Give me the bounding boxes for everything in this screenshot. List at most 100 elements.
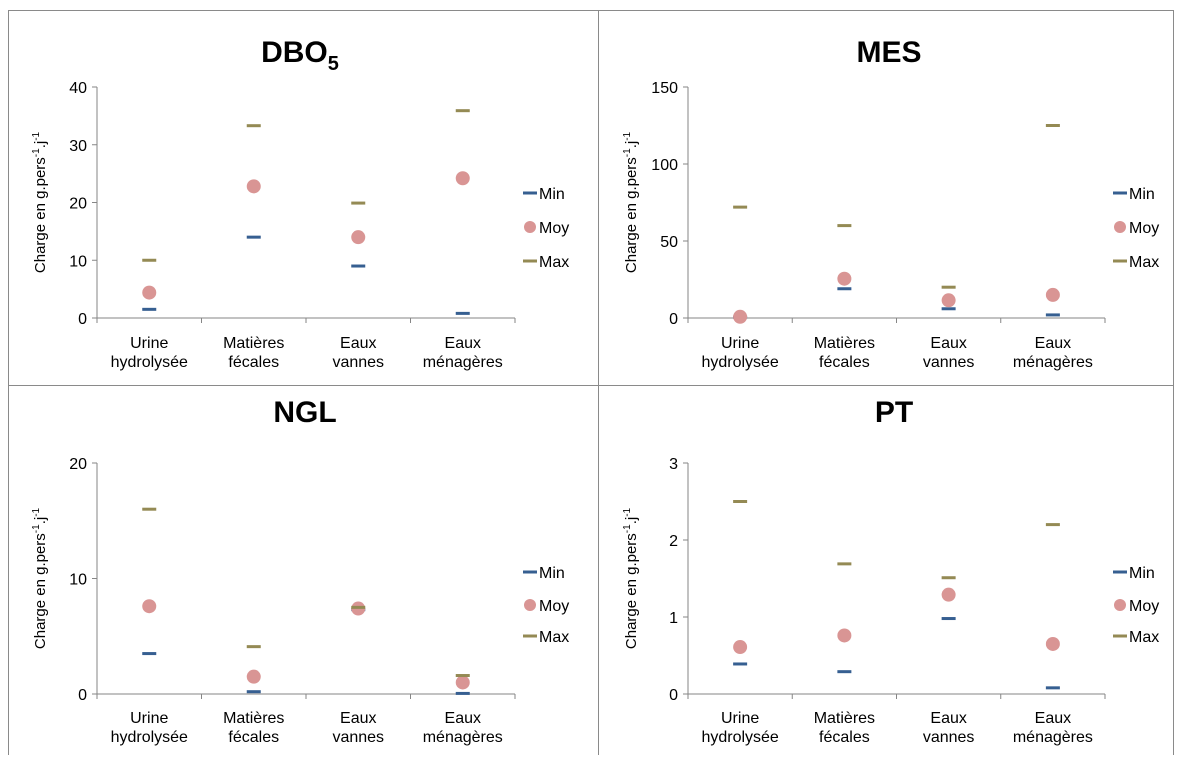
data-point-max: [246, 645, 261, 649]
chart-title: DBO5: [261, 36, 339, 75]
y-tick-label: 1: [669, 610, 678, 627]
legend-label-max: Max: [539, 629, 569, 646]
x-category-label: Eaux ménagères: [423, 335, 503, 371]
data-point-moy: [142, 285, 157, 300]
data-point-moy: [1045, 636, 1060, 651]
data-point-moy: [455, 675, 470, 690]
data-point-moy: [733, 309, 748, 324]
data-point-min: [246, 235, 261, 239]
legend-marker-max: [1113, 634, 1127, 638]
data-point-max: [246, 124, 261, 128]
data-point-moy: [941, 587, 956, 602]
legend-label-min: Min: [1129, 186, 1155, 203]
data-point-max: [733, 205, 748, 209]
divider-vertical: [598, 10, 599, 755]
data-point-max: [455, 674, 470, 678]
legend-marker-max: [523, 259, 537, 263]
data-point-moy: [837, 628, 852, 643]
legend-label-max: Max: [1129, 629, 1159, 646]
y-tick-label: 50: [660, 234, 678, 251]
x-category-label: Matières fécales: [223, 710, 284, 746]
x-category-label: Urine hydrolysée: [111, 710, 188, 746]
data-point-max: [941, 285, 956, 289]
legend-marker-moy: [1114, 599, 1126, 611]
data-point-min: [837, 287, 852, 291]
legend-label-min: Min: [539, 186, 565, 203]
data-point-min: [142, 307, 157, 311]
legend-marker-max: [523, 634, 537, 638]
x-category-label: Eaux vannes: [332, 335, 384, 371]
x-category-label: Urine hydrolysée: [701, 335, 778, 371]
y-tick-label: 40: [69, 80, 87, 97]
x-category-label: Eaux ménagères: [1013, 710, 1093, 746]
y-tick-label: 30: [69, 138, 87, 155]
legend-marker-moy: [524, 221, 536, 233]
y-tick-label: 2: [669, 533, 678, 550]
y-tick-label: 0: [669, 687, 678, 704]
y-tick-label: 0: [78, 687, 87, 704]
chart-panel-mes: MES 0 50 100 150 Urine hydrolysée Matières fécal…: [598, 0, 1178, 385]
data-point-moy: [142, 599, 157, 614]
data-point-max: [837, 224, 852, 228]
frame-left: [8, 10, 9, 755]
y-tick-label: 0: [78, 311, 87, 328]
data-point-max: [142, 507, 157, 511]
y-tick-label: 20: [69, 196, 87, 213]
data-point-moy: [941, 293, 956, 308]
legend-marker-min: [1113, 191, 1127, 195]
chart-title-subscript: 5: [328, 53, 339, 75]
legend-label-max: Max: [1129, 254, 1159, 271]
legend-marker-moy: [1114, 221, 1126, 233]
x-category-label: Matières fécales: [223, 335, 284, 371]
divider-horizontal: [8, 385, 1174, 386]
chart-panel-dbo5: DBO5 0 10 20 30 40 Urine hydrolysée Matières féca…: [0, 0, 598, 385]
chart-title: PT: [875, 396, 913, 429]
data-point-min: [837, 670, 852, 674]
data-point-max: [351, 605, 366, 609]
data-point-max: [941, 576, 956, 580]
x-category-label: Eaux vannes: [923, 710, 975, 746]
legend-label-min: Min: [1129, 565, 1155, 582]
data-point-min: [246, 690, 261, 694]
x-category-label: Eaux ménagères: [423, 710, 503, 746]
y-tick-label: 20: [69, 456, 87, 473]
data-point-moy: [246, 179, 261, 194]
legend-label-moy: Moy: [539, 220, 569, 237]
data-point-min: [733, 662, 748, 666]
y-tick-label: 150: [651, 80, 678, 97]
data-point-min: [455, 691, 470, 695]
data-point-min: [455, 311, 470, 315]
chart-title: NGL: [273, 396, 336, 429]
legend-label-max: Max: [539, 254, 569, 271]
x-category-label: Eaux vannes: [332, 710, 384, 746]
data-point-moy: [246, 669, 261, 684]
data-point-min: [941, 307, 956, 311]
x-category-label: Eaux ménagères: [1013, 335, 1093, 371]
legend-marker-min: [1113, 570, 1127, 574]
data-point-max: [1045, 124, 1060, 127]
y-axis-label: Charge en g.pers-1.j-1: [31, 507, 49, 649]
legend-marker-min: [523, 191, 537, 195]
data-point-moy: [837, 271, 852, 286]
x-category-label: Urine hydrolysée: [111, 335, 188, 371]
y-axis-label: Charge en g.pers-1.j-1: [622, 131, 640, 273]
y-axis-label: Charge en g.pers-1.j-1: [622, 507, 640, 649]
data-point-min: [1045, 686, 1060, 690]
chart-panel-pt: PT 0 1 2 3 Urine hydrolysée Matières fécales Eaux…: [598, 385, 1178, 755]
data-point-max: [351, 201, 366, 205]
legend-marker-min: [523, 570, 537, 574]
chart-title: MES: [856, 36, 921, 69]
y-axis-label: Charge en g.pers-1.j-1: [31, 131, 49, 273]
chart-svg: NGL 0 10 20 Urine hydrolysée Matières fécales Ea…: [31, 396, 569, 746]
legend-label-min: Min: [539, 565, 565, 582]
legend-label-moy: Moy: [1129, 598, 1159, 615]
data-point-moy: [455, 171, 470, 186]
data-point-min: [351, 264, 366, 268]
frame-right: [1173, 10, 1174, 755]
y-tick-label: 10: [69, 572, 87, 589]
data-point-moy: [351, 230, 366, 245]
x-category-label: Urine hydrolysée: [701, 710, 778, 746]
x-category-label: Matières fécales: [814, 710, 875, 746]
chart-svg: MES 0 50 100 150 Urine hydrolysée Matières fécal…: [622, 36, 1159, 371]
